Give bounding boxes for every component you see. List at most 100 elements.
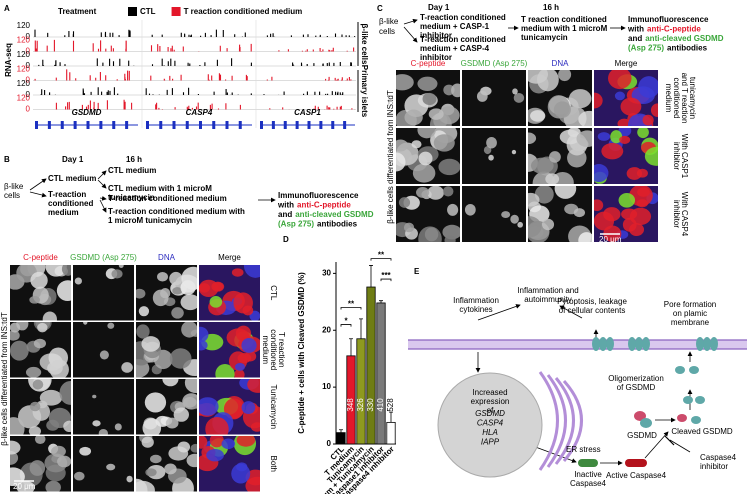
readout-segment: (Asp 275) (278, 220, 314, 229)
medium: T-reaction conditioned medium with 1 micr… (108, 207, 245, 225)
rna-seq-signal (40, 87, 344, 95)
micrograph-background (462, 128, 526, 184)
cell (42, 311, 57, 321)
cell (29, 296, 41, 304)
cell (396, 152, 406, 172)
micrograph (594, 70, 658, 126)
cell (438, 106, 460, 125)
cell (183, 396, 197, 408)
cell (594, 199, 604, 212)
arrow (29, 178, 47, 191)
endoplasmic-reticulum (562, 379, 583, 462)
axis-label: C-peptide + cells with Cleaved GSDMD (%) (297, 272, 306, 434)
gsdmd-pore (635, 337, 643, 351)
cell (644, 146, 658, 166)
channel-header: DNA (158, 253, 176, 262)
text-line: CTL medium with 1 microM (108, 184, 212, 193)
count-label: 330 (366, 398, 375, 412)
exon (172, 121, 176, 129)
nucleus (437, 372, 543, 478)
inactive-caspase4 (578, 459, 598, 467)
micrograph (528, 186, 592, 242)
text-line: on plamic (673, 309, 707, 318)
significance-label: ** (378, 251, 385, 260)
cell (528, 132, 537, 144)
cell (29, 460, 46, 476)
cell (554, 186, 577, 199)
cell (483, 146, 492, 155)
arrow (529, 444, 577, 463)
cell (136, 324, 150, 339)
arrow (403, 26, 418, 43)
cell (190, 443, 197, 453)
protein-label: Cleaved GSDMD (671, 427, 733, 436)
cell (231, 463, 251, 484)
text-line: cytokines (459, 305, 492, 314)
cell (545, 173, 560, 184)
text-line: T reaction conditioned (521, 15, 607, 24)
micrograph (396, 70, 460, 126)
cell (106, 463, 116, 471)
micrograph (462, 70, 526, 126)
cell (603, 207, 621, 222)
cell (236, 436, 256, 447)
text-line: With CASP1 (680, 134, 689, 179)
text-line: β-like (4, 182, 24, 191)
cell (138, 306, 150, 317)
cell (32, 379, 44, 390)
exon (283, 121, 287, 129)
cell (559, 129, 581, 145)
cell (61, 265, 71, 276)
cell (553, 101, 571, 118)
text-line: β-like (379, 17, 399, 26)
cell (199, 397, 219, 416)
text-line: of cellular contents (559, 306, 626, 315)
bar (356, 338, 366, 445)
readout-segment: anti-cleaved GSDMD (645, 34, 723, 43)
micrograph-background (73, 379, 134, 435)
cell (416, 186, 430, 198)
legend-title: Treatment (58, 7, 97, 16)
text-line: inhibitor (672, 142, 681, 170)
cell (172, 287, 183, 295)
channel-header: GSDMD (Asp 275) (461, 59, 528, 68)
nucleus-label: Increased expression of (471, 388, 510, 415)
cell (83, 322, 88, 325)
significance-label: * (344, 317, 348, 326)
cell (10, 322, 21, 333)
text-line: inhibitor (420, 31, 452, 40)
cleaved-gsdmd (691, 416, 701, 424)
micrograph (199, 322, 260, 378)
text-line: conditioned (672, 78, 681, 119)
row-label: T reactionconditionedmedium (261, 329, 286, 370)
row-label: With CASP1inhibitor (672, 134, 689, 179)
cell (428, 108, 444, 120)
text-line: medium with 1 microM (521, 24, 608, 33)
error-bar (389, 411, 393, 423)
gsdmd-oligomer (695, 396, 705, 404)
side-label: β-like cells differentiated from INS:tdT (0, 312, 9, 446)
significance-label: *** (381, 271, 391, 280)
exon (212, 121, 216, 129)
legend-entry: CTL (140, 7, 156, 16)
cell (10, 417, 25, 435)
rna-seq-signal (55, 99, 356, 110)
cell (501, 211, 511, 219)
arrow (29, 191, 47, 198)
pathway-label: Pore formation on plamic membrane (664, 300, 716, 327)
text-line: cells (379, 27, 395, 36)
cell (637, 128, 649, 139)
count-label: 348 (336, 398, 345, 412)
exon (271, 121, 275, 129)
text-line: T-reaction (48, 190, 86, 199)
cell (169, 348, 192, 369)
cell (549, 151, 561, 163)
micrograph-background (73, 436, 134, 492)
timepoint: Day 1 (62, 155, 84, 164)
cell (215, 363, 235, 378)
cell (28, 426, 42, 435)
cell (46, 419, 60, 431)
y-tick-label: 0 (327, 439, 332, 448)
text-line: 1 microM tunicamycin (108, 216, 192, 225)
gsdmd-protein (634, 411, 646, 421)
